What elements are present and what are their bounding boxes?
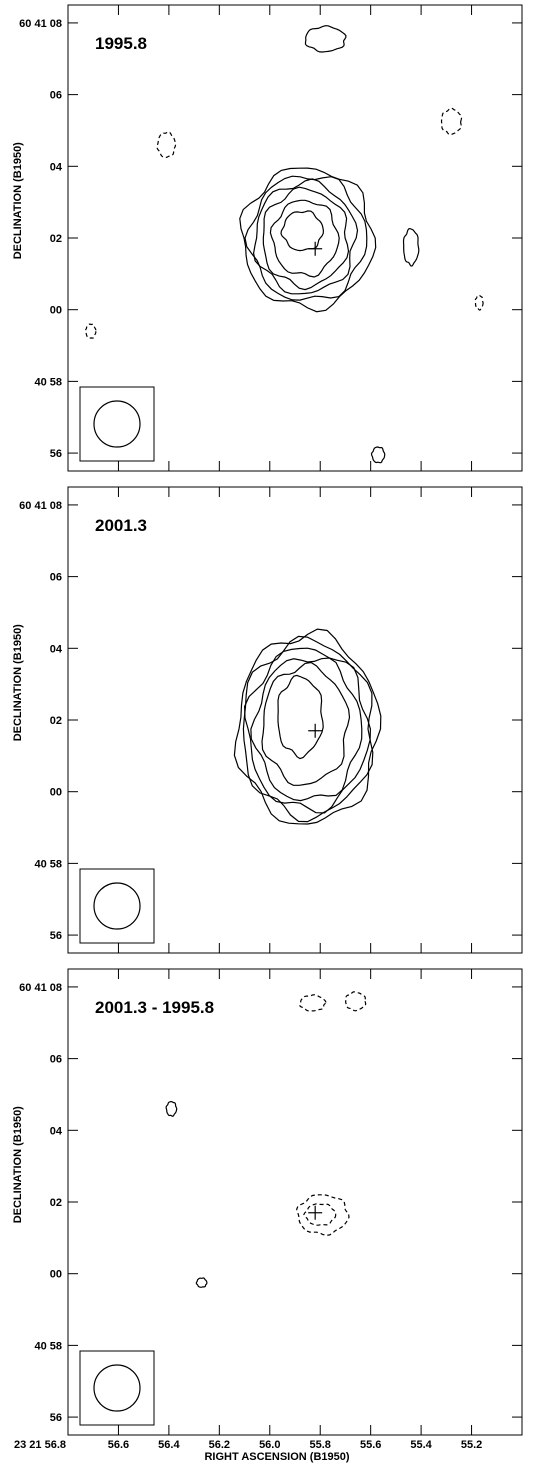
negative-contour (84, 323, 97, 339)
dec-tick-label: 04 (50, 643, 63, 655)
positive-contour (280, 210, 325, 252)
positive-contour (243, 647, 372, 814)
dec-tick-label: 02 (50, 233, 62, 245)
positive-contour (195, 1277, 208, 1288)
dec-tick-label: 00 (50, 1269, 62, 1281)
positive-contour (165, 1101, 178, 1117)
dec-tick-label: 56 (50, 1412, 62, 1424)
negative-contour (440, 107, 463, 136)
ra-tick-label: 56.4 (158, 1439, 180, 1451)
positive-contour (402, 227, 420, 267)
y-axis-title: DECLINATION (B1950) (12, 1106, 24, 1223)
beam-circle (93, 1364, 141, 1412)
panel-1: 60 41 08 06 04 02 00 40 58 56 DECLINATION (B195… (12, 4, 523, 472)
positive-contour (242, 635, 374, 823)
dec-tick-label: 00 (50, 305, 62, 317)
dec-tick-label: 56 (50, 930, 62, 942)
ra-tick-label: 56.6 (108, 1439, 129, 1451)
beam-box (79, 868, 155, 944)
dec-tick-label: 04 (50, 161, 63, 173)
dec-tick-label: 40 58 (34, 1340, 62, 1352)
panel-2: 60 41 08 06 04 02 00 40 58 56 DECLINATION (B195… (12, 486, 523, 954)
positive-contour (304, 25, 347, 53)
beam-box (79, 386, 155, 462)
epoch-label: 2001.3 (95, 516, 147, 535)
dec-tick-label: 56 (50, 448, 62, 460)
positive-contour (261, 661, 351, 786)
y-axis-title: DECLINATION (B1950) (12, 624, 24, 741)
epoch-label: 1995.8 (95, 34, 147, 53)
negative-contour (303, 1203, 337, 1226)
negative-contour (156, 131, 177, 159)
ra-tick-label: 55.4 (410, 1439, 432, 1451)
ra-tick-label: 56.0 (259, 1439, 280, 1451)
dec-tick-label: 02 (50, 1197, 62, 1209)
dec-tick-label: 40 58 (34, 376, 62, 388)
positive-contour (269, 199, 340, 278)
negative-contour (345, 991, 367, 1012)
positive-contour (250, 657, 363, 802)
negative-contour (299, 994, 327, 1012)
beam-circle (93, 400, 141, 448)
positive-contour (252, 178, 359, 295)
dec-tick-label: 06 (50, 1054, 62, 1066)
dec-tick-label: 06 (50, 90, 62, 102)
x-axis-title: RIGHT ASCENSION (B1950) (204, 1451, 349, 1463)
plot-frame (67, 968, 523, 1436)
ra-tick-label: 55.6 (360, 1439, 381, 1451)
plot-frame (67, 486, 523, 954)
epoch-label: 2001.3 - 1995.8 (95, 998, 214, 1017)
y-axis-title: DECLINATION (B1950) (12, 142, 24, 259)
dec-tick-label: 60 41 08 (19, 982, 62, 994)
positive-contour (262, 186, 350, 291)
dec-tick-label: 60 41 08 (19, 18, 62, 30)
ra-tick-label: 23 21 56.8 (14, 1439, 66, 1451)
ra-tick-label: 55.2 (461, 1439, 482, 1451)
beam-circle (93, 882, 141, 930)
dec-tick-label: 04 (50, 1125, 63, 1137)
negative-contour (296, 1194, 350, 1237)
negative-contour (474, 294, 484, 311)
positive-contour (370, 446, 386, 464)
dec-tick-label: 06 (50, 572, 62, 584)
dec-tick-label: 00 (50, 787, 62, 799)
dec-tick-label: 40 58 (34, 858, 62, 870)
ra-tick-label: 55.8 (310, 1439, 331, 1451)
plot-frame (67, 4, 523, 472)
beam-box (79, 1350, 155, 1426)
dec-tick-label: 60 41 08 (19, 500, 62, 512)
dec-tick-label: 02 (50, 715, 62, 727)
ra-tick-label: 56.2 (209, 1439, 230, 1451)
positive-contour (277, 674, 324, 760)
panel-3: 60 41 08 06 04 02 00 40 58 56 DECLINATION (B195… (12, 968, 523, 1463)
positive-contour (233, 628, 382, 825)
positive-contour (244, 175, 368, 301)
